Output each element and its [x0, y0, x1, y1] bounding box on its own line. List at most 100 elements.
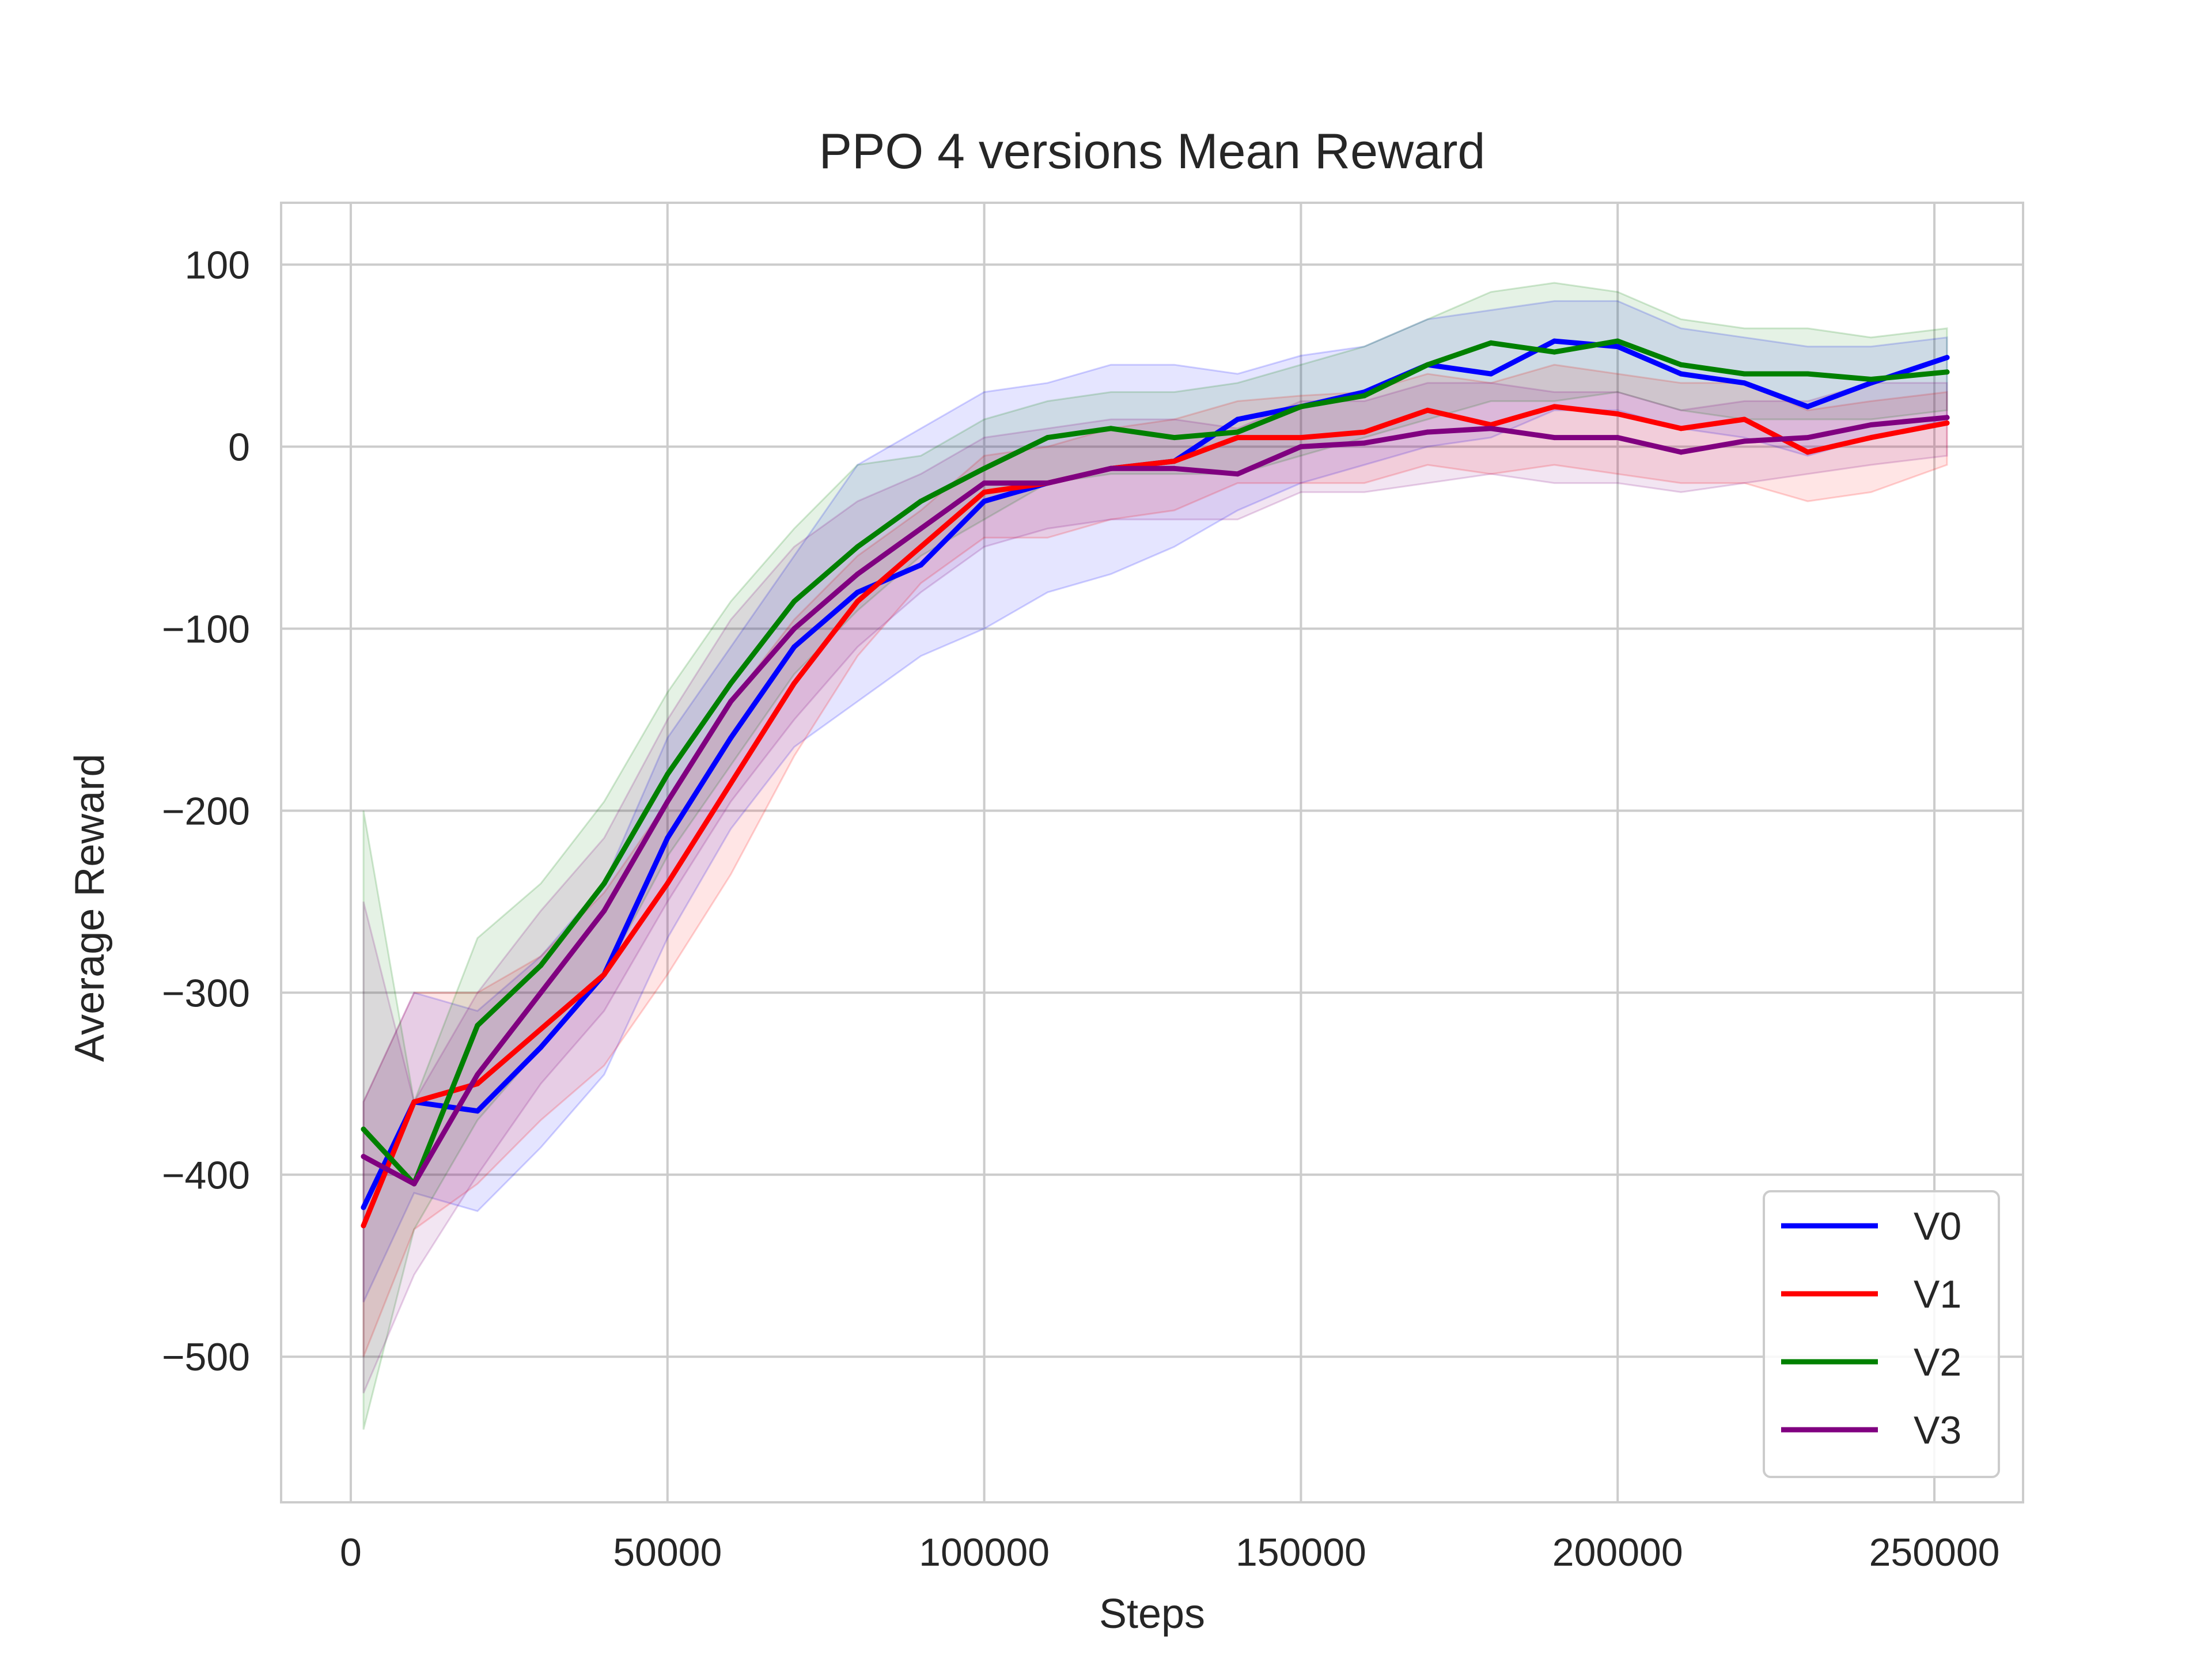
- data-point-v3: [1805, 435, 1810, 441]
- data-point-v2: [1551, 349, 1557, 355]
- data-point-v3: [361, 1154, 366, 1160]
- data-point-v0: [1551, 338, 1557, 344]
- x-axis-label: Steps: [1099, 1591, 1205, 1637]
- data-point-v1: [1868, 435, 1874, 441]
- data-point-v0: [1488, 371, 1494, 377]
- data-point-v3: [1298, 444, 1304, 449]
- data-point-v3: [982, 480, 987, 486]
- data-point-v2: [1944, 369, 1950, 375]
- data-point-v3: [1235, 471, 1240, 477]
- data-point-v1: [601, 972, 607, 978]
- data-point-v1: [1361, 429, 1367, 435]
- data-point-v0: [791, 644, 797, 650]
- data-point-v1: [1298, 435, 1304, 441]
- data-point-v1: [1741, 416, 1747, 422]
- data-point-v1: [538, 1027, 544, 1032]
- series-line-v1: [361, 404, 1950, 1229]
- data-point-v2: [1615, 338, 1620, 344]
- data-point-v2: [665, 771, 671, 777]
- data-point-v3: [855, 571, 861, 577]
- data-point-v3: [475, 1072, 480, 1077]
- legend: V0 V1 V2 V3: [1763, 1190, 2000, 1478]
- data-point-v2: [1361, 393, 1367, 399]
- data-point-v1: [1235, 435, 1240, 441]
- x-tick-label: 150000: [1236, 1531, 1366, 1574]
- data-point-v0: [1944, 355, 1950, 361]
- data-point-v3: [728, 699, 734, 704]
- data-point-v1: [1615, 411, 1620, 416]
- data-point-v2: [1678, 362, 1684, 368]
- data-point-v0: [361, 1205, 366, 1210]
- series-lines: [361, 338, 1950, 1229]
- data-point-v2: [361, 1126, 366, 1132]
- data-point-v3: [1425, 429, 1430, 435]
- y-tick-label: −400: [162, 1153, 250, 1197]
- legend-box: [1763, 1190, 2000, 1478]
- data-point-v3: [1868, 422, 1874, 427]
- data-point-v2: [791, 599, 797, 604]
- plot-frame: [280, 202, 2024, 1503]
- data-point-v1: [1944, 420, 1950, 426]
- data-point-v1: [1678, 426, 1684, 431]
- data-point-v3: [918, 526, 924, 532]
- data-point-v3: [1741, 438, 1747, 444]
- data-point-v3: [1108, 465, 1113, 471]
- band-v3: [362, 382, 1948, 1393]
- x-tick-label: 100000: [919, 1531, 1050, 1574]
- y-ticks: 100 0 −100 −200 −300 −400 −500: [162, 243, 250, 1379]
- data-point-v1: [665, 881, 671, 887]
- data-point-v1: [918, 544, 924, 550]
- data-point-v2: [1172, 435, 1177, 441]
- y-axis-label: Average Reward: [67, 754, 113, 1062]
- points-v3: [361, 415, 1950, 1187]
- y-tick-label: −500: [162, 1335, 250, 1379]
- data-point-v0: [1678, 371, 1684, 377]
- data-point-v3: [1172, 465, 1177, 471]
- data-point-v1: [855, 599, 861, 604]
- data-point-v1: [1805, 449, 1810, 455]
- legend-label-v3: V3: [1914, 1408, 1961, 1452]
- data-point-v2: [855, 544, 861, 550]
- data-point-v2: [918, 498, 924, 504]
- data-point-v0: [1615, 344, 1620, 350]
- data-point-v2: [1235, 429, 1240, 435]
- data-point-v3: [665, 799, 671, 804]
- data-point-v3: [1551, 435, 1557, 441]
- data-point-v2: [1298, 404, 1304, 410]
- data-point-v2: [475, 1022, 480, 1028]
- data-point-v0: [1235, 416, 1240, 422]
- data-point-v1: [1172, 459, 1177, 464]
- chart-title: PPO 4 versions Mean Reward: [819, 124, 1486, 179]
- data-point-v3: [411, 1181, 417, 1187]
- series-line-v2: [361, 338, 1950, 1187]
- y-tick-label: 0: [228, 425, 250, 469]
- data-point-v1: [361, 1223, 366, 1229]
- points-v2: [361, 338, 1950, 1187]
- data-point-v1: [982, 489, 987, 495]
- data-point-v3: [1615, 435, 1620, 441]
- y-tick-label: 100: [185, 243, 250, 287]
- data-point-v0: [665, 835, 671, 841]
- y-tick-label: −100: [162, 607, 250, 651]
- data-point-v2: [1425, 362, 1430, 368]
- data-point-v1: [728, 781, 734, 786]
- series-line-v3: [361, 415, 1950, 1187]
- data-point-v2: [1805, 371, 1810, 377]
- legend-label-v1: V1: [1914, 1272, 1961, 1316]
- data-point-v1: [475, 1081, 480, 1086]
- data-point-v0: [728, 735, 734, 741]
- data-point-v2: [1741, 371, 1747, 377]
- data-point-v1: [791, 680, 797, 686]
- data-point-v2: [982, 465, 987, 471]
- data-point-v2: [1868, 377, 1874, 382]
- data-point-v3: [538, 990, 544, 995]
- y-tick-label: −200: [162, 789, 250, 833]
- x-tick-label: 0: [340, 1531, 362, 1574]
- data-point-v2: [1488, 340, 1494, 346]
- data-point-v2: [1108, 426, 1113, 431]
- data-point-v0: [1805, 404, 1810, 410]
- data-point-v1: [1551, 404, 1557, 410]
- data-point-v2: [728, 680, 734, 686]
- data-point-v2: [538, 963, 544, 968]
